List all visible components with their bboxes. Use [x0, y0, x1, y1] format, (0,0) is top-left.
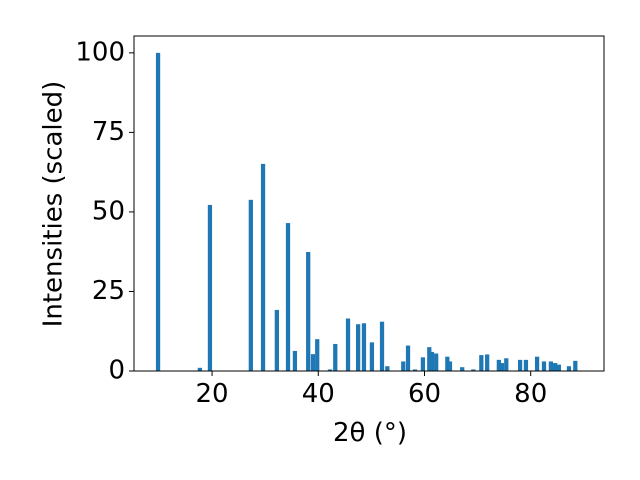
bar	[517, 359, 523, 371]
bar	[345, 318, 351, 371]
bar	[369, 342, 375, 371]
bar	[285, 223, 291, 371]
bar	[445, 356, 450, 371]
bar	[306, 252, 311, 371]
bar	[207, 204, 213, 371]
bar	[355, 324, 361, 371]
bar	[556, 364, 561, 371]
bar	[248, 199, 253, 371]
bar	[499, 363, 505, 371]
y-tick-label: 75	[92, 117, 125, 147]
bar	[405, 345, 411, 371]
bar	[155, 52, 161, 371]
bar	[553, 363, 558, 371]
bar	[447, 361, 453, 371]
bar	[496, 359, 501, 371]
bar	[479, 355, 484, 371]
bar	[412, 369, 418, 371]
bar	[504, 358, 509, 371]
bar	[566, 366, 572, 371]
x-tick-label: 60	[408, 379, 441, 409]
bar	[534, 356, 540, 371]
y-tick-label: 25	[92, 276, 125, 306]
bar	[427, 347, 432, 371]
bar	[197, 367, 202, 371]
bar	[485, 354, 490, 371]
bar	[429, 351, 435, 371]
bar	[292, 350, 298, 371]
y-axis-label: Intensities (scaled)	[39, 81, 69, 328]
x-axis-label: 2θ (°)	[333, 418, 407, 448]
bar	[523, 359, 529, 371]
bar	[310, 354, 316, 371]
plot-frame	[133, 35, 605, 372]
bar	[573, 360, 578, 371]
x-tick-label: 80	[514, 379, 547, 409]
bar	[379, 321, 385, 371]
y-tick-label: 100	[75, 37, 125, 67]
bar	[460, 367, 465, 371]
bar	[385, 366, 390, 371]
x-tick-label: 20	[196, 379, 229, 409]
bar	[401, 361, 406, 371]
bar	[471, 369, 476, 371]
y-tick-label: 50	[92, 196, 125, 226]
bar	[260, 163, 266, 371]
bar	[315, 339, 320, 371]
bar	[274, 309, 279, 371]
bar	[541, 361, 547, 371]
bar	[327, 369, 333, 371]
bar	[548, 361, 554, 371]
bar	[434, 353, 439, 371]
y-tick-label: 0	[108, 356, 125, 386]
bar	[420, 357, 426, 371]
bar	[333, 343, 338, 371]
bar	[361, 323, 367, 371]
x-tick-label: 40	[302, 379, 335, 409]
